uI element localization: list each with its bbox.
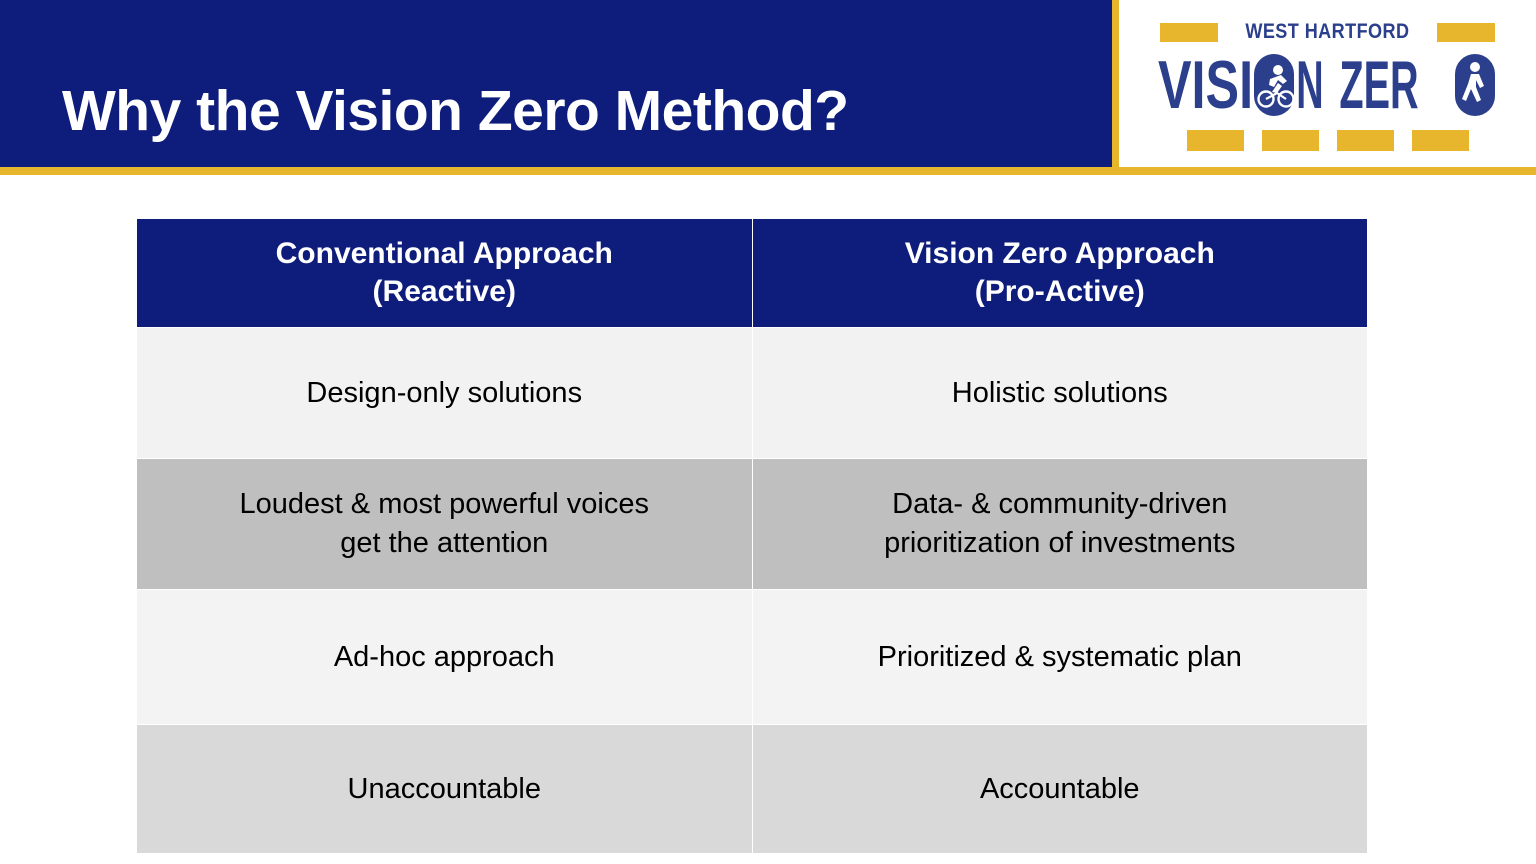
column-header-conventional-line1: Conventional Approach bbox=[275, 236, 613, 270]
table-row: Ad-hoc approach Prioritized & systematic… bbox=[136, 589, 1368, 725]
gold-bar-icon bbox=[1261, 129, 1319, 151]
table-cell-left: Loudest & most powerful voices get the a… bbox=[136, 458, 753, 590]
table-cell-left: Design-only solutions bbox=[136, 327, 753, 459]
table-cell-right: Data- & community-driven prioritization … bbox=[751, 458, 1368, 590]
logo-bottom-row bbox=[1119, 128, 1536, 152]
vision-zero-logo: WEST HARTFORD VISI bbox=[1119, 0, 1536, 167]
svg-text:N: N bbox=[1296, 52, 1323, 118]
banner-gold-underline bbox=[0, 167, 1536, 175]
table-row: Unaccountable Accountable bbox=[136, 724, 1368, 854]
gold-bar-icon bbox=[1160, 22, 1219, 42]
table-cell-right: Accountable bbox=[751, 724, 1368, 854]
cell-text: Unaccountable bbox=[347, 772, 541, 805]
table-row: Loudest & most powerful voices get the a… bbox=[136, 458, 1368, 590]
slide-header-banner: Why the Vision Zero Method? WEST HARTFOR… bbox=[0, 0, 1536, 175]
cell-text: prioritization of investments bbox=[884, 527, 1236, 559]
logo-top-row: WEST HARTFORD bbox=[1119, 19, 1536, 45]
column-header-vision-zero-line1: Vision Zero Approach bbox=[904, 236, 1215, 270]
gold-bar-icon bbox=[1186, 129, 1244, 151]
gold-bar-icon bbox=[1411, 129, 1469, 151]
page-title: Why the Vision Zero Method? bbox=[62, 79, 849, 144]
table-cell-right: Prioritized & systematic plan bbox=[751, 589, 1368, 725]
gold-bar-icon bbox=[1336, 129, 1394, 151]
logo-wordmark: VISI N ZER bbox=[1119, 50, 1536, 120]
logo-city-label: WEST HARTFORD bbox=[1245, 20, 1410, 43]
table-cell-left: Unaccountable bbox=[136, 724, 753, 854]
table-body: Design-only solutions Holistic solutions… bbox=[136, 327, 1368, 854]
column-header-vision-zero: Vision Zero Approach (Pro-Active) bbox=[751, 218, 1368, 328]
table-cell-right: Holistic solutions bbox=[751, 327, 1368, 459]
pedestrian-icon bbox=[1461, 62, 1484, 102]
cell-text: Prioritized & systematic plan bbox=[877, 640, 1242, 673]
svg-text:ZER: ZER bbox=[1339, 52, 1418, 118]
cell-text: Design-only solutions bbox=[306, 376, 583, 409]
table-row: Design-only solutions Holistic solutions bbox=[136, 327, 1368, 459]
cell-text: Loudest & most powerful voices bbox=[239, 488, 649, 521]
column-header-conventional-line2: (Reactive) bbox=[372, 275, 516, 308]
cell-text: Holistic solutions bbox=[951, 376, 1168, 409]
banner-gold-vertical-divider bbox=[1112, 0, 1119, 167]
svg-text:VISI: VISI bbox=[1158, 52, 1253, 118]
cyclist-icon bbox=[1256, 65, 1295, 108]
gold-bar-icon bbox=[1436, 22, 1495, 42]
column-header-conventional: Conventional Approach (Reactive) bbox=[136, 218, 753, 328]
cell-text: Ad-hoc approach bbox=[333, 640, 555, 673]
table-cell-left: Ad-hoc approach bbox=[136, 589, 753, 725]
comparison-table: Conventional Approach (Reactive) Vision … bbox=[136, 218, 1368, 854]
cell-text: get the attention bbox=[340, 527, 549, 559]
banner-blue-panel bbox=[0, 0, 1112, 167]
table-header: Conventional Approach (Reactive) Vision … bbox=[136, 218, 1368, 328]
column-header-vision-zero-line2: (Pro-Active) bbox=[974, 275, 1145, 308]
cell-text: Accountable bbox=[979, 772, 1140, 805]
table-header-row: Conventional Approach (Reactive) Vision … bbox=[136, 218, 1368, 328]
cell-text: Data- & community-driven bbox=[892, 488, 1228, 521]
